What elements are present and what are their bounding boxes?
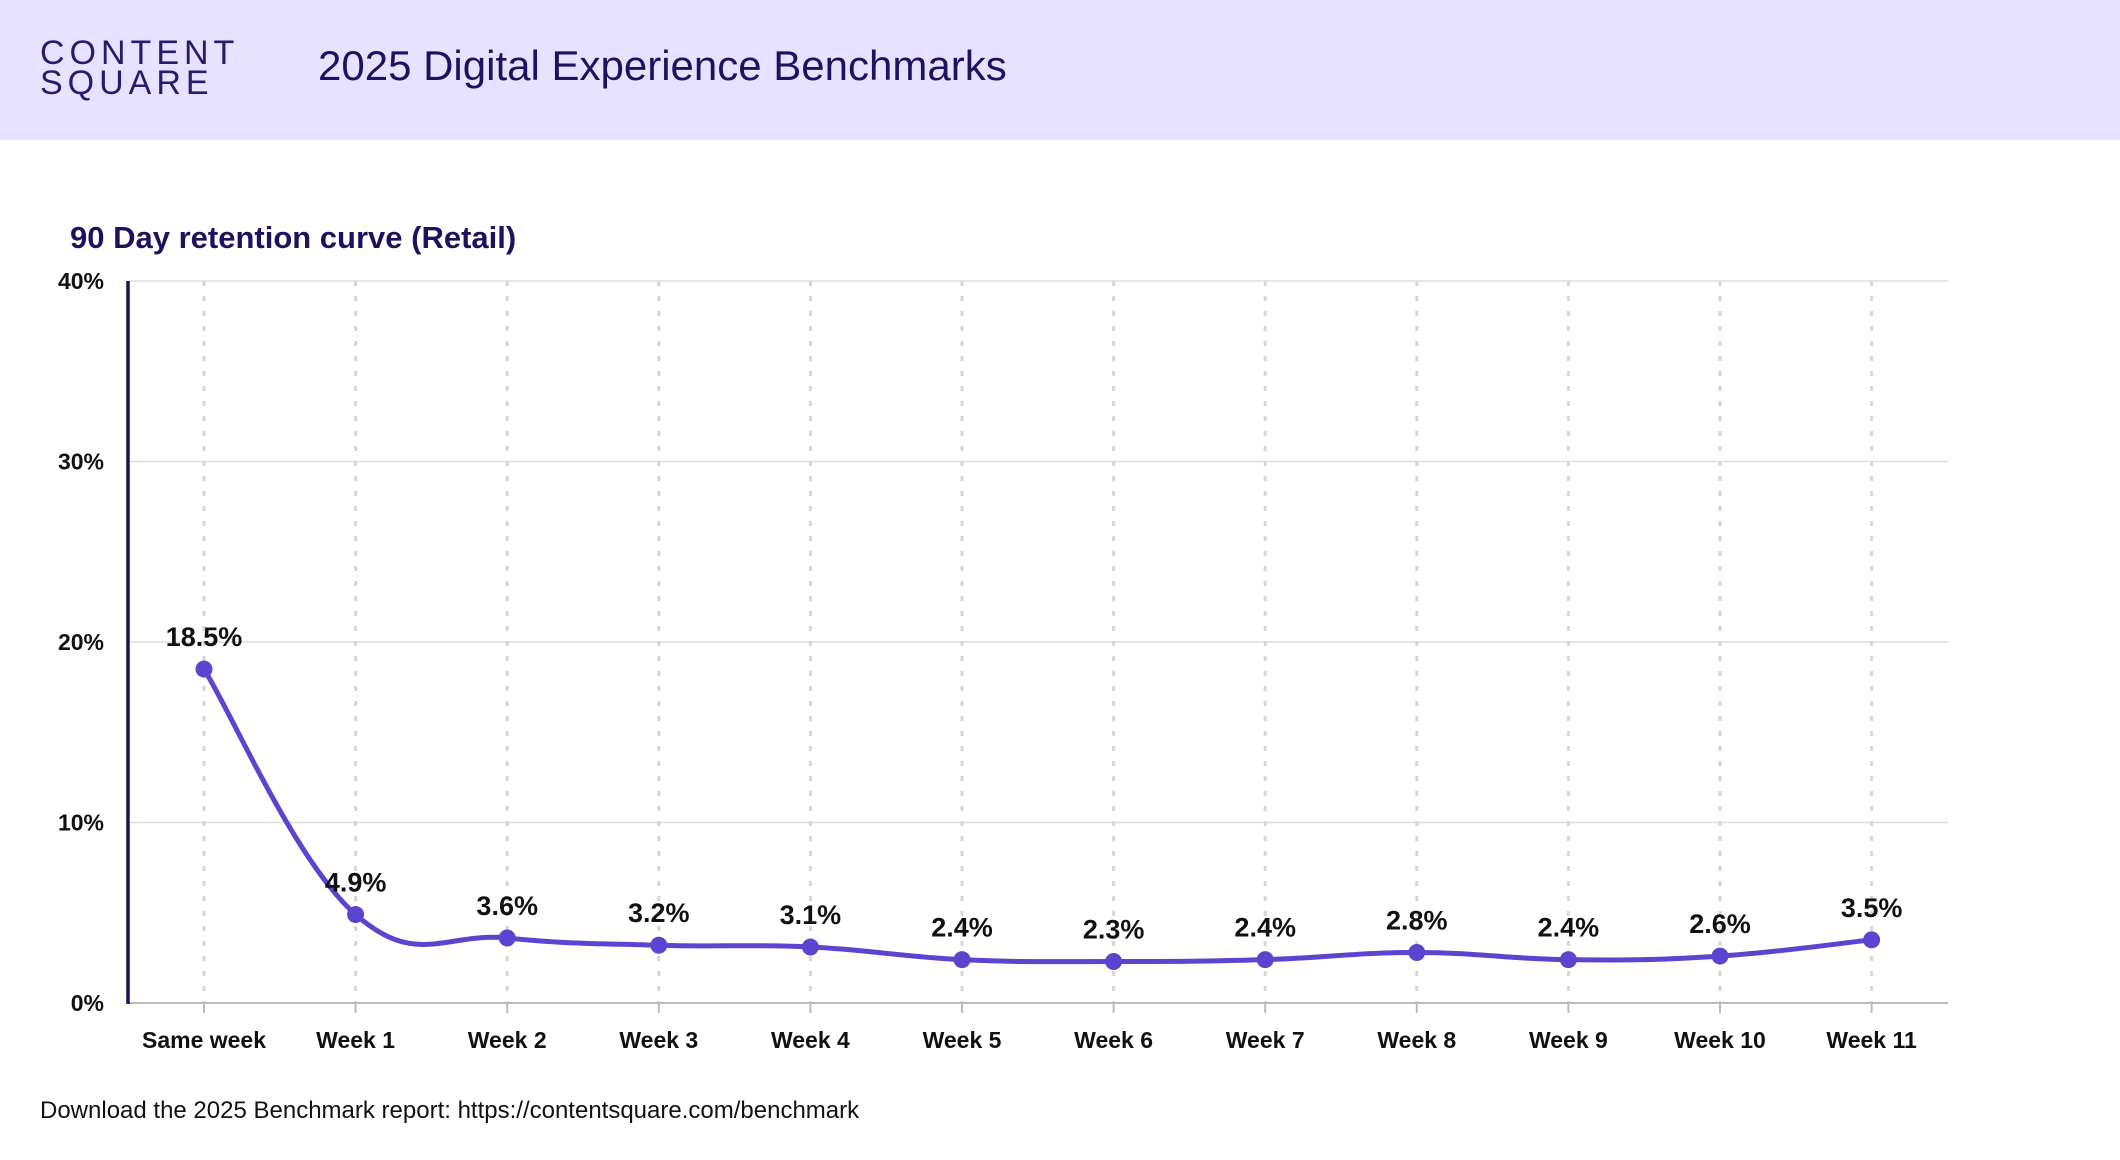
data-point [1711, 947, 1729, 965]
header-banner: CONTENT SQUARE 2025 Digital Experience B… [0, 0, 2120, 140]
x-tick-label: Week 7 [1226, 1027, 1305, 1053]
footer-download-link[interactable]: Download the 2025 Benchmark report: http… [40, 1097, 860, 1124]
x-tick-label: Week 11 [1826, 1027, 1917, 1053]
data-label: 3.5% [1841, 893, 1903, 923]
data-point [953, 951, 971, 969]
x-tick-label: Week 8 [1377, 1027, 1456, 1053]
x-tick-label: Week 4 [771, 1027, 850, 1053]
data-label: 4.9% [325, 868, 387, 898]
y-tick-label: 0% [71, 990, 104, 1016]
logo-line-1: CONTENT [40, 34, 240, 72]
data-label: 2.3% [1083, 914, 1145, 944]
series-line [201, 666, 1875, 965]
data-label: 3.2% [628, 898, 690, 928]
data-point [347, 906, 365, 924]
contentsquare-logo: CONTENT SQUARE [40, 34, 240, 102]
x-tick-label: Week 2 [468, 1027, 547, 1053]
y-tick-label: 40% [58, 268, 104, 294]
data-label: 3.1% [780, 900, 842, 930]
data-label: 3.6% [476, 891, 538, 921]
data-label: 2.4% [1538, 913, 1600, 943]
data-point [650, 936, 668, 954]
x-tick-label: Week 10 [1674, 1027, 1766, 1053]
data-label: 2.8% [1386, 905, 1448, 935]
data-point [498, 929, 516, 947]
chart-title: 90 Day retention curve (Retail) [70, 220, 517, 255]
data-point [1559, 951, 1577, 969]
y-tick-label: 30% [58, 449, 104, 475]
x-tick-label: Week 5 [923, 1027, 1002, 1053]
data-point [801, 938, 819, 956]
x-tick-label: Week 3 [619, 1027, 698, 1053]
data-point [1863, 931, 1881, 949]
x-tick-label: Same week [142, 1027, 266, 1053]
data-label: 2.4% [1234, 913, 1296, 943]
logo-line-2: SQUARE [40, 64, 214, 102]
x-tick-label: Week 9 [1529, 1027, 1608, 1053]
data-point [1408, 943, 1426, 961]
x-tick-label: Week 6 [1074, 1027, 1153, 1053]
data-label: 2.4% [931, 913, 993, 943]
data-label: 18.5% [166, 622, 243, 652]
x-tick-label: Week 1 [316, 1027, 395, 1053]
report-title: 2025 Digital Experience Benchmarks [318, 42, 1007, 89]
data-point [195, 660, 213, 678]
data-point [1256, 951, 1274, 969]
y-tick-label: 20% [58, 629, 104, 655]
y-tick-label: 10% [58, 810, 104, 836]
data-label: 2.6% [1689, 909, 1751, 939]
data-point [1105, 952, 1123, 970]
